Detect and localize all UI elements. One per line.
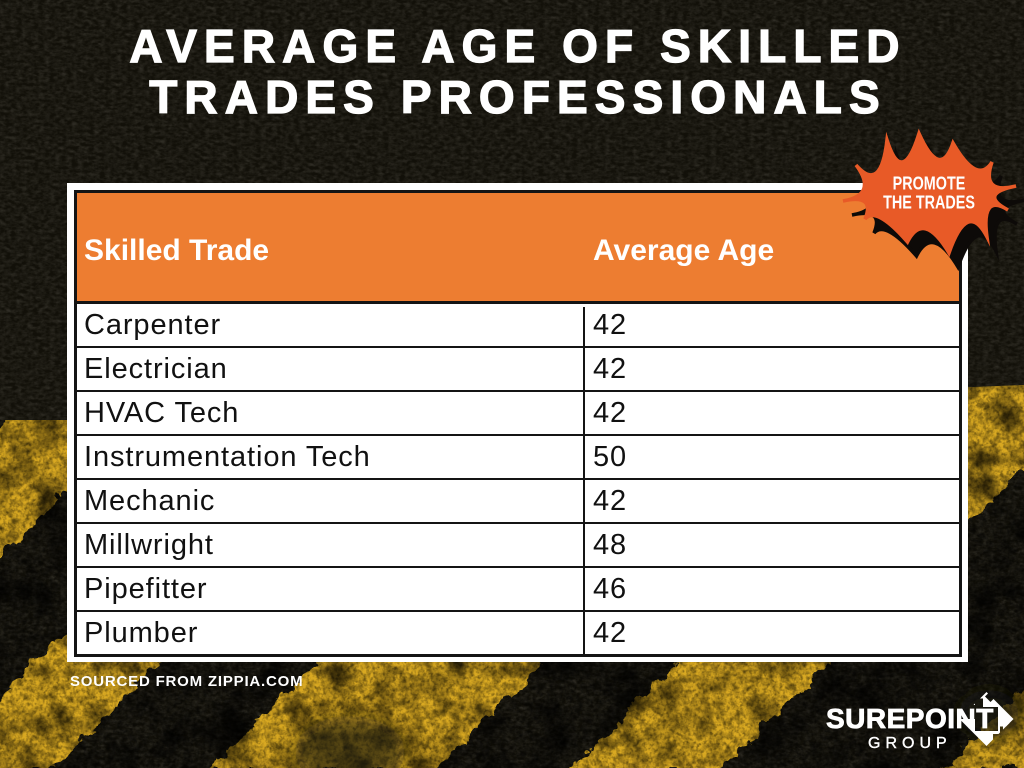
- svg-text:THE TRADES: THE TRADES: [883, 193, 975, 213]
- svg-text:PROMOTE: PROMOTE: [893, 174, 966, 194]
